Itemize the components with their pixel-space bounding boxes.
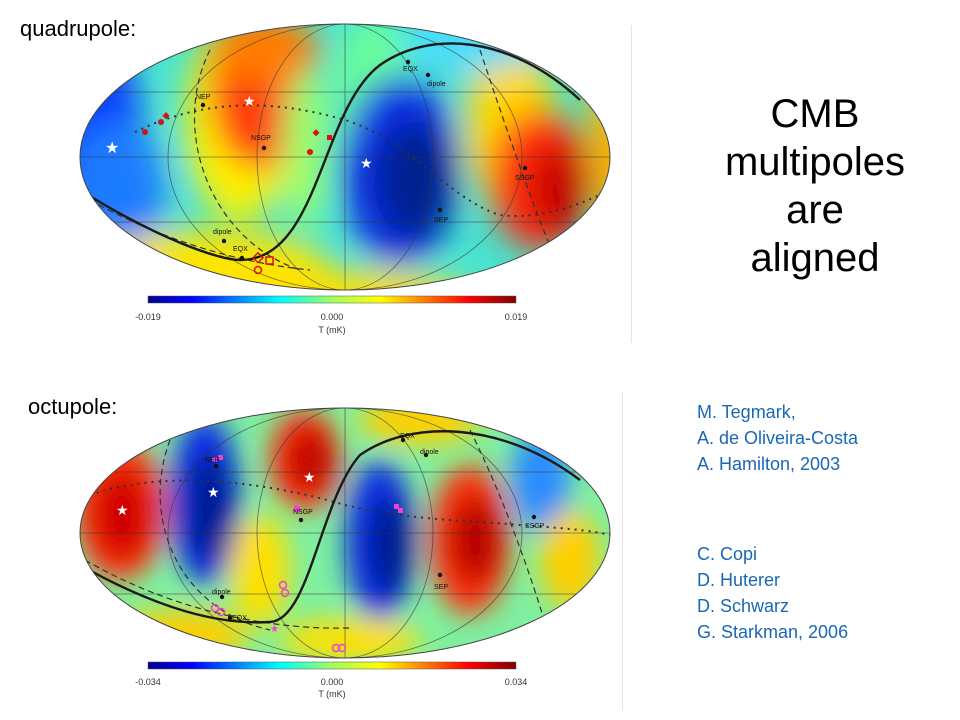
reference-line: M. Tegmark, xyxy=(697,402,796,422)
colorbar-mid-label: 0.000 xyxy=(321,677,344,687)
eqx-label: EQX xyxy=(232,615,247,622)
octupole-colorbar xyxy=(147,661,517,670)
quadrupole-markers: ★ ★ ★ xyxy=(105,59,528,275)
octupole-temperature-field xyxy=(80,408,610,658)
colorbar-min-label: -0.019 xyxy=(135,312,161,322)
colorbar-mid-label: 0.000 xyxy=(321,312,344,322)
colorbar-max-label: 0.019 xyxy=(505,312,528,322)
colorbar-unit-label: T (mK) xyxy=(318,325,345,335)
ssgp-label: SSGP xyxy=(515,175,535,182)
nep-label: NEP xyxy=(196,94,211,101)
reference-tegmark: M. Tegmark, A. de Oliveira-Costa A. Hami… xyxy=(697,399,858,477)
colorbar-max-label: 0.034 xyxy=(505,677,528,687)
dipole-label: dipole xyxy=(420,449,439,456)
title-line-3: are xyxy=(786,188,844,232)
star-marker-icon: ★ xyxy=(116,502,129,518)
title-line-4: aligned xyxy=(750,236,880,280)
reference-line: D. Huterer xyxy=(697,570,781,590)
nsgp-label: NSGP xyxy=(293,509,313,516)
quadrupole-temperature-field xyxy=(80,24,610,290)
star-marker-icon: ★ xyxy=(243,93,256,109)
quadrupole-label: quadrupole: xyxy=(20,16,137,41)
star-marker-icon: ★ xyxy=(360,155,373,171)
reference-line: A. Hamilton, 2003 xyxy=(697,454,841,474)
quadrupole-colorbar xyxy=(147,295,517,304)
slide-title: CMB multipoles are aligned xyxy=(700,90,930,282)
star-marker-icon: ★ xyxy=(207,484,220,500)
divider-top xyxy=(631,25,632,343)
octupole-map: ★ ★ ★ ★ NEP NSGP EQX dipole SSGP SEP dip… xyxy=(79,407,611,699)
sep-label: SEP xyxy=(434,584,448,591)
colorbar-unit-label: T (mK) xyxy=(318,689,345,699)
star-marker-icon: ★ xyxy=(105,140,119,157)
octupole-markers: ★ ★ ★ ★ xyxy=(116,437,537,653)
quadrupole-point-labels: NEP NSGP EQX dipole SSGP SEP dipole EQX xyxy=(196,66,535,253)
dipole-label: dipole xyxy=(213,229,232,236)
sep-label: SEP xyxy=(434,217,448,224)
reference-line: A. de Oliveira-Costa xyxy=(697,428,859,448)
reference-line: D. Schwarz xyxy=(697,596,790,616)
quadrupole-map: ★ ★ ★ NEP NSGP EQX dipole SSGP SEP dipol… xyxy=(79,23,611,335)
nsgp-label: NSGP xyxy=(251,135,271,142)
reference-line: C. Copi xyxy=(697,544,758,564)
reference-line: G. Starkman, 2006 xyxy=(697,622,849,642)
title-line-1: CMB xyxy=(770,92,860,136)
title-line-2: multipoles xyxy=(724,140,906,184)
octupole-label: octupole: xyxy=(28,394,118,419)
ssgp-label: SSGP xyxy=(525,523,545,530)
star-marker-icon: ★ xyxy=(303,469,316,485)
eqx-label: EQX xyxy=(403,66,418,73)
divider-bottom xyxy=(622,392,623,710)
eqx-label: EQX xyxy=(400,433,415,440)
reference-copi: C. Copi D. Huterer D. Schwarz G. Starkma… xyxy=(697,541,848,645)
colorbar-min-label: -0.034 xyxy=(135,677,161,687)
nep-label: NEP xyxy=(205,457,220,464)
dipole-label: dipole xyxy=(427,81,446,88)
eqx-label: EQX xyxy=(233,246,248,253)
star-marker-icon: ★ xyxy=(270,624,279,635)
octupole-point-labels: NEP NSGP EQX dipole SSGP SEP dipole EQX xyxy=(205,433,545,622)
dipole-label: dipole xyxy=(212,589,231,596)
